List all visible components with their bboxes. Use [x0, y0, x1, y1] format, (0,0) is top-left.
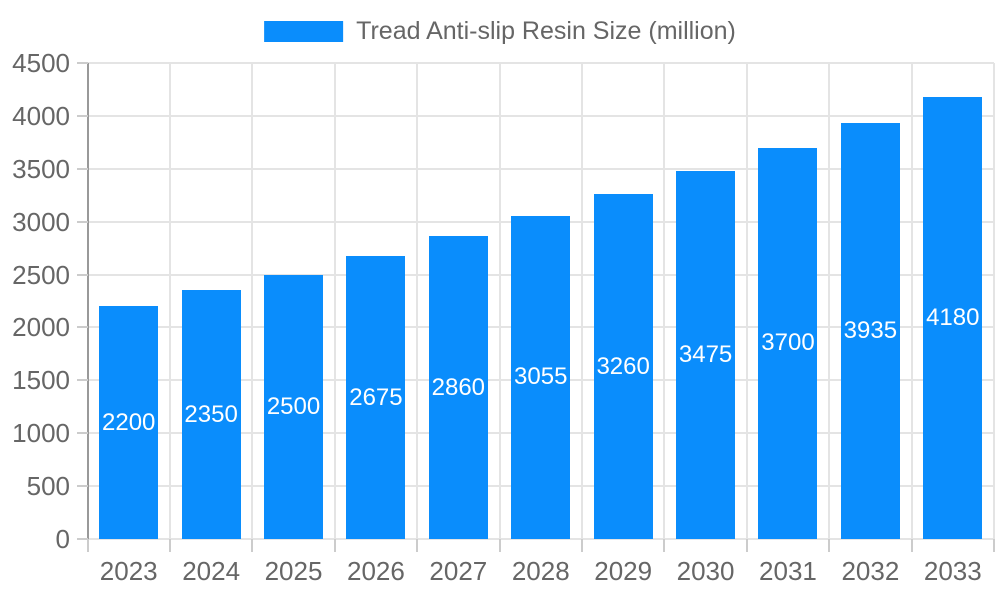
y-axis-tick — [77, 62, 88, 64]
y-tick-label: 3000 — [12, 206, 70, 237]
y-axis-tick — [77, 432, 88, 435]
legend-label: Tread Anti-slip Resin Size (million) — [356, 17, 736, 45]
x-axis-tick — [580, 539, 583, 552]
gridline-vertical — [168, 63, 171, 539]
y-axis-tick — [77, 220, 88, 223]
x-axis-tick — [333, 539, 336, 552]
x-tick-label: 2032 — [841, 556, 900, 586]
y-tick-label: 4500 — [12, 48, 70, 78]
x-tick-label: 2031 — [759, 556, 817, 586]
bar-value-label: 2200 — [102, 408, 156, 436]
x-axis-tick — [828, 539, 831, 552]
gridline-vertical — [745, 63, 748, 539]
bar-value-label: 3700 — [761, 329, 815, 357]
bar-value-label: 3475 — [678, 341, 733, 369]
legend-color-swatch-icon — [264, 21, 344, 42]
bar: 3475 — [676, 171, 736, 539]
x-axis-tick — [745, 539, 748, 552]
x-tick-label: 2027 — [429, 556, 488, 586]
x-tick-label: 2025 — [264, 556, 323, 586]
gridline-horizontal — [87, 538, 994, 540]
bar: 2500 — [264, 274, 324, 539]
y-tick-label: 2500 — [12, 259, 70, 290]
y-tick-label: 2000 — [12, 312, 70, 343]
y-axis-tick — [77, 326, 88, 329]
gridline-vertical — [251, 63, 254, 539]
x-axis-tick — [251, 539, 254, 552]
y-axis-tick — [77, 485, 88, 488]
y-axis-tick — [77, 114, 88, 117]
x-axis-tick — [416, 539, 419, 552]
x-axis-tick — [86, 539, 89, 552]
gridline-horizontal — [87, 167, 994, 170]
x-tick-label: 2030 — [676, 556, 735, 586]
x-axis-tick — [910, 539, 913, 552]
gridline-vertical — [580, 63, 583, 539]
y-axis-tick — [77, 167, 88, 170]
gridline-vertical — [498, 63, 501, 539]
y-tick-label: 0 — [55, 524, 70, 554]
bar: 2860 — [428, 236, 488, 539]
bar-value-label: 3260 — [596, 352, 650, 380]
x-tick-label: 2029 — [594, 556, 653, 586]
x-tick-label: 2028 — [511, 556, 570, 586]
y-tick-label: 1000 — [12, 418, 70, 449]
gridline-horizontal — [87, 62, 994, 64]
gridline-vertical — [828, 63, 831, 539]
bar: 2675 — [346, 256, 406, 539]
plot-area: 2200 2350 2500 2675 2860 3055 3260 3475 3700 3935… — [86, 62, 995, 540]
y-tick-label: 3500 — [12, 153, 70, 184]
bar-value-label: 2675 — [349, 383, 403, 411]
x-tick-label: 2026 — [347, 556, 405, 586]
x-tick-label: 2023 — [99, 556, 158, 586]
bar-value-label: 4180 — [926, 303, 980, 331]
y-axis-line — [86, 63, 89, 552]
x-tick-label: 2033 — [923, 556, 982, 586]
x-axis-tick — [168, 539, 171, 552]
bar: 4180 — [923, 96, 983, 539]
bar-value-label: 3055 — [514, 363, 568, 391]
bar-value-label: 3935 — [843, 316, 898, 344]
bar: 2350 — [181, 290, 241, 539]
x-tick-label: 2024 — [182, 556, 241, 586]
gridline-horizontal — [87, 114, 994, 117]
gridline-vertical — [333, 63, 336, 539]
bar: 3260 — [593, 194, 653, 539]
bar: 3055 — [511, 215, 571, 539]
x-axis-tick — [663, 539, 666, 552]
gridline-vertical — [663, 63, 666, 539]
gridline-vertical — [993, 63, 995, 539]
x-axis-tick — [993, 539, 995, 552]
gridline-vertical — [910, 63, 913, 539]
y-axis-tick — [77, 379, 88, 382]
y-tick-label: 500 — [26, 471, 70, 502]
y-axis-tick — [77, 273, 88, 276]
bar: 3935 — [840, 122, 900, 539]
y-axis-tick — [77, 538, 88, 540]
legend: Tread Anti-slip Resin Size (million) — [264, 17, 736, 46]
bar-value-label: 2860 — [431, 373, 486, 401]
bar-value-label: 2350 — [184, 400, 238, 428]
gridline-vertical — [416, 63, 419, 539]
y-tick-label: 1500 — [12, 365, 70, 396]
x-axis-tick — [498, 539, 501, 552]
y-tick-label: 4000 — [12, 100, 70, 131]
bar: 3700 — [758, 147, 818, 539]
bar-value-label: 2500 — [266, 392, 321, 420]
bar: 2200 — [99, 306, 159, 539]
